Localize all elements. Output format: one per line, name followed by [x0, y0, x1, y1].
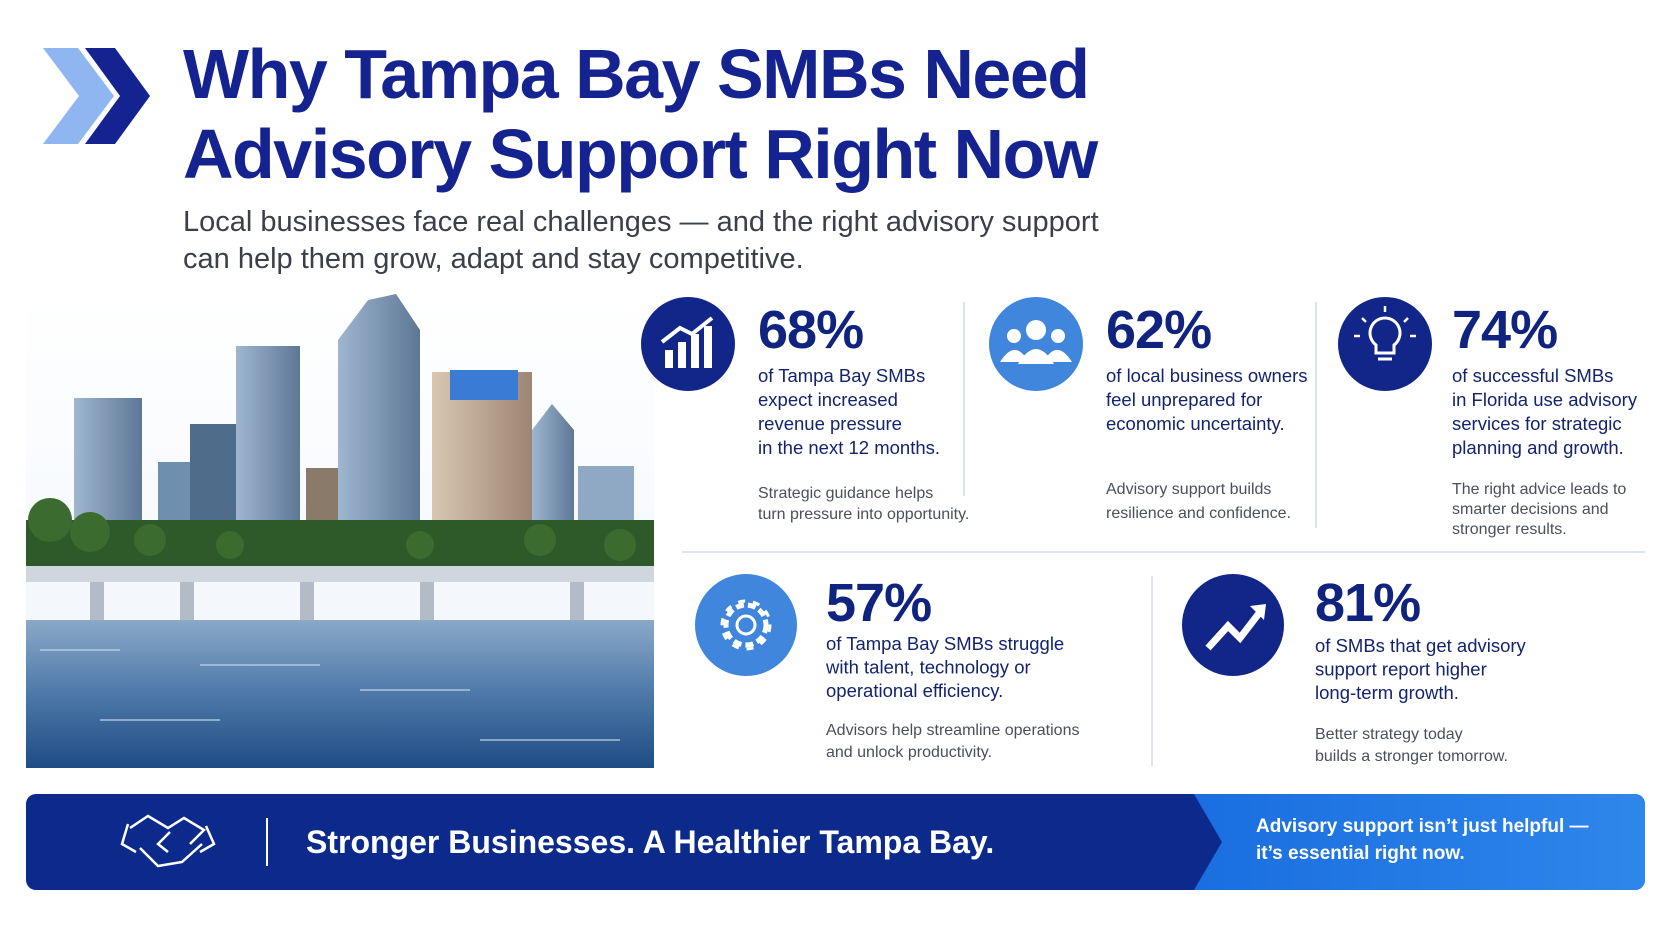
stat-description: of local business owners: [1106, 365, 1308, 386]
stat-note: The right advice leads to: [1452, 481, 1626, 498]
stat-description: expect increased: [758, 389, 898, 410]
banner-tagline: Stronger Businesses. A Healthier Tampa B…: [306, 824, 994, 860]
gear-icon: [695, 574, 797, 676]
stat-description: with talent, technology or: [825, 657, 1031, 678]
stat-note: and unlock productivity.: [826, 744, 992, 761]
banner-message-line: Advisory support isn’t just helpful —: [1256, 816, 1589, 837]
stat-note: Advisory support builds: [1106, 481, 1271, 498]
title-line: Advisory Support Right Now: [183, 115, 1099, 193]
stat-description: services for strategic: [1452, 413, 1622, 434]
chart-icon: [641, 297, 735, 391]
stat-description: support report higher: [1315, 659, 1487, 680]
stat-note: smarter decisions and: [1452, 501, 1609, 518]
subtitle-line: Local businesses face real challenges — …: [183, 206, 1099, 238]
stat-note: turn pressure into opportunity.: [758, 506, 969, 523]
stat-note: stronger results.: [1452, 521, 1567, 538]
stat-value: 74%: [1452, 300, 1557, 360]
stat-description: in the next 12 months.: [758, 437, 940, 458]
stat-note: builds a stronger tomorrow.: [1315, 748, 1508, 765]
banner: Stronger Businesses. A Healthier Tampa B…: [26, 794, 1645, 890]
stat-description: of Tampa Bay SMBs struggle: [826, 633, 1064, 654]
handshake-icon: [120, 814, 216, 868]
subtitle-line: can help them grow, adapt and stay compe…: [183, 243, 804, 275]
stat-value: 62%: [1106, 300, 1211, 360]
stat-description: economic uncertainty.: [1106, 413, 1285, 434]
growth-icon: [1182, 574, 1284, 676]
stat-value: 68%: [758, 300, 863, 360]
stat-note: resilience and confidence.: [1106, 505, 1291, 522]
stat-description: of SMBs that get advisory: [1315, 635, 1527, 656]
stat-value: 57%: [826, 573, 931, 633]
stat-description: in Florida use advisory: [1452, 389, 1638, 410]
stat-description: operational efficiency.: [826, 680, 1003, 701]
stat-description: of successful SMBs: [1452, 365, 1613, 386]
skyline-photo: [26, 293, 654, 768]
stat-note: Strategic guidance helps: [758, 485, 933, 502]
banner-message-line: it’s essential right now.: [1256, 843, 1465, 864]
title-line: Why Tampa Bay SMBs Need: [183, 35, 1089, 113]
stat-note: Better strategy today: [1315, 726, 1463, 743]
people-icon: [989, 297, 1083, 391]
stat-note: Advisors help streamline operations: [826, 722, 1079, 739]
stat-description: long-term growth.: [1315, 682, 1459, 703]
stat-description: of Tampa Bay SMBs: [758, 365, 925, 386]
stat-value: 81%: [1315, 573, 1420, 633]
chevrons: [43, 48, 150, 144]
stat-description: revenue pressure: [758, 413, 902, 434]
stat-description: feel unprepared for: [1106, 389, 1262, 410]
idea-icon: [1338, 297, 1432, 391]
stat-description: planning and growth.: [1452, 437, 1624, 458]
stats: 68% of Tampa Bay SMBs expect increased reve…: [758, 300, 1638, 765]
